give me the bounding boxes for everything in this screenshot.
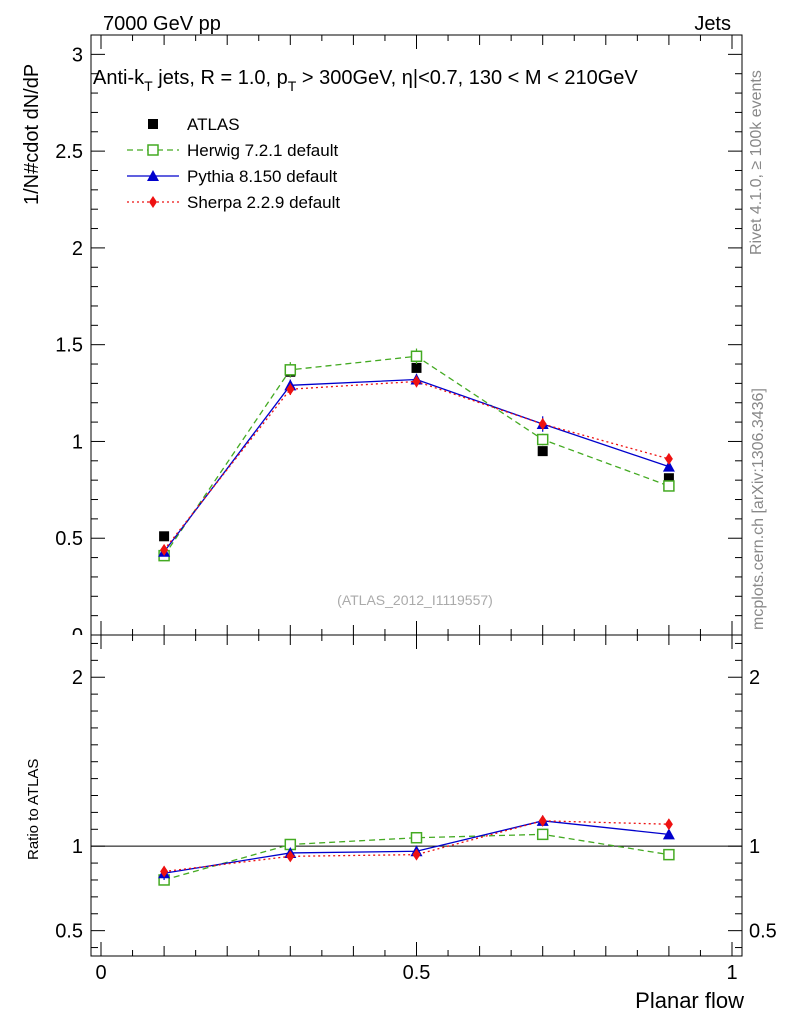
- legend-marker-pythia: [147, 170, 159, 181]
- main-line-pythia: [163, 378, 670, 553]
- legend-marker-atlas: [148, 119, 158, 129]
- legend-entry-atlas: ATLAS: [148, 115, 240, 134]
- main-ytick-label-0: 0.5: [55, 528, 83, 550]
- main-point-herwig-3: [536, 433, 549, 446]
- ratio-point-sherpa-4: [664, 818, 673, 831]
- legend-entry-sherpa: Sherpa 2.2.9 default: [127, 193, 340, 212]
- ratio-ytick-label-right-0: 0.5: [749, 921, 777, 943]
- ratio-ytick-label-right-1: 1: [749, 836, 760, 858]
- legend-label-pythia: Pythia 8.150 default: [187, 167, 338, 186]
- main-series-pythia: [158, 373, 675, 557]
- ratio-ytick-label-left-1: 1: [72, 836, 83, 858]
- main-point-herwig-1: [284, 364, 297, 376]
- main-point-sherpa-2: [412, 375, 421, 388]
- main-series-atlas: [159, 362, 674, 542]
- legend-label-herwig: Herwig 7.2.1 default: [187, 141, 338, 160]
- legend: ATLAS Herwig 7.2.1 default Pythia 8.150 de…: [127, 115, 340, 212]
- ratio-point-sherpa-0: [160, 865, 169, 878]
- main-x-axis-ticks: [100, 35, 733, 635]
- main-point-sherpa-1: [286, 383, 295, 396]
- ratio-series-sherpa: [160, 814, 673, 878]
- main-ytick-label-4: 2.5: [55, 141, 83, 163]
- ratio-point-herwig-4: [663, 848, 675, 861]
- ratio-point-pythia-4: [662, 828, 675, 840]
- main-point-pythia-4: [662, 460, 675, 472]
- ratio-xtick-label-0: 0: [95, 962, 106, 984]
- ratio-point-herwig-3: [536, 828, 549, 841]
- title-eta: η: [402, 67, 413, 89]
- main-ytick-label-3: 2: [72, 238, 83, 260]
- legend-marker-herwig: [147, 144, 159, 156]
- main-point-sherpa-0: [160, 543, 169, 556]
- title-part-a: Anti-k: [93, 67, 145, 89]
- main-point-herwig-2: [410, 350, 423, 363]
- title-sub-t2: T: [288, 78, 297, 94]
- ratio-ytick-label-right-2: 2: [749, 667, 760, 689]
- ratio-point-sherpa-3: [538, 814, 547, 827]
- main-line-sherpa: [163, 380, 670, 551]
- ratio-panel-frame: [90, 634, 743, 957]
- title-part-c: > 300GeV,: [296, 67, 401, 89]
- header-energy-label: 7000 GeV pp: [103, 13, 221, 35]
- ratio-point-sherpa-2: [412, 848, 421, 861]
- main-chart-title: Anti-kT jets, R = 1.0, pT > 300GeV, η|<0…: [93, 67, 638, 94]
- legend-entry-herwig: Herwig 7.2.1 default: [127, 141, 338, 160]
- ratio-series-group: [158, 814, 675, 886]
- header-jets-label: Jets: [694, 13, 731, 35]
- main-series-sherpa: [160, 375, 673, 556]
- legend-label-sherpa: Sherpa 2.2.9 default: [187, 193, 340, 212]
- main-ytick-label-1: 1: [72, 431, 83, 453]
- main-ytick-label-zero: 0: [72, 625, 83, 647]
- main-ytick-label-2: 1.5: [55, 335, 83, 357]
- ratio-ytick-label-left-2: 2: [72, 667, 83, 689]
- ratio-x-axis: 0 0.5 1: [95, 635, 738, 984]
- legend-entry-pythia: Pythia 8.150 default: [127, 167, 338, 186]
- ratio-ytick-label-left-0: 0.5: [55, 921, 83, 943]
- legend-marker-sherpa: [149, 196, 157, 208]
- main-point-atlas-0: [159, 531, 170, 542]
- x-axis-label: Planar flow: [635, 988, 744, 1013]
- ratio-point-herwig-2: [410, 831, 423, 844]
- main-point-atlas-4: [663, 473, 674, 484]
- ratio-point-sherpa-1: [286, 850, 295, 863]
- main-point-atlas-3: [537, 446, 548, 457]
- rivet-version-label: Rivet 4.1.0, ≥ 100k events: [748, 70, 765, 255]
- ratio-y-axis: 0.5 0.5 1 1 2 2: [55, 642, 777, 949]
- ratio-series-pythia: [158, 814, 675, 880]
- main-point-sherpa-4: [664, 452, 673, 465]
- mcplots-reference-label: mcplots.cern.ch [arXiv:1306.3436]: [750, 388, 767, 630]
- main-y-axis-label: 1/N#cdot dN/dP: [21, 64, 43, 205]
- analysis-id-watermark: (ATLAS_2012_I1119557): [337, 592, 493, 608]
- title-part-b: jets, R = 1.0, p: [153, 67, 288, 89]
- ratio-line-sherpa: [164, 820, 669, 873]
- main-point-sherpa-3: [538, 418, 547, 431]
- main-point-atlas-2: [411, 362, 422, 373]
- main-point-herwig-4: [663, 480, 675, 492]
- main-series-group: [158, 348, 675, 562]
- legend-label-atlas: ATLAS: [187, 115, 240, 134]
- main-ytick-label-5: 3: [72, 44, 83, 66]
- main-y-axis: 0.5 1 1.5 2 2.5 3 0: [55, 34, 742, 647]
- ratio-xtick-label-2: 1: [726, 962, 737, 984]
- ratio-y-axis-label: Ratio to ATLAS: [25, 759, 42, 860]
- title-part-d: |<0.7, 130 < M < 210GeV: [413, 67, 638, 89]
- title-sub-t1: T: [144, 78, 153, 94]
- ratio-xtick-label-1: 0.5: [403, 962, 431, 984]
